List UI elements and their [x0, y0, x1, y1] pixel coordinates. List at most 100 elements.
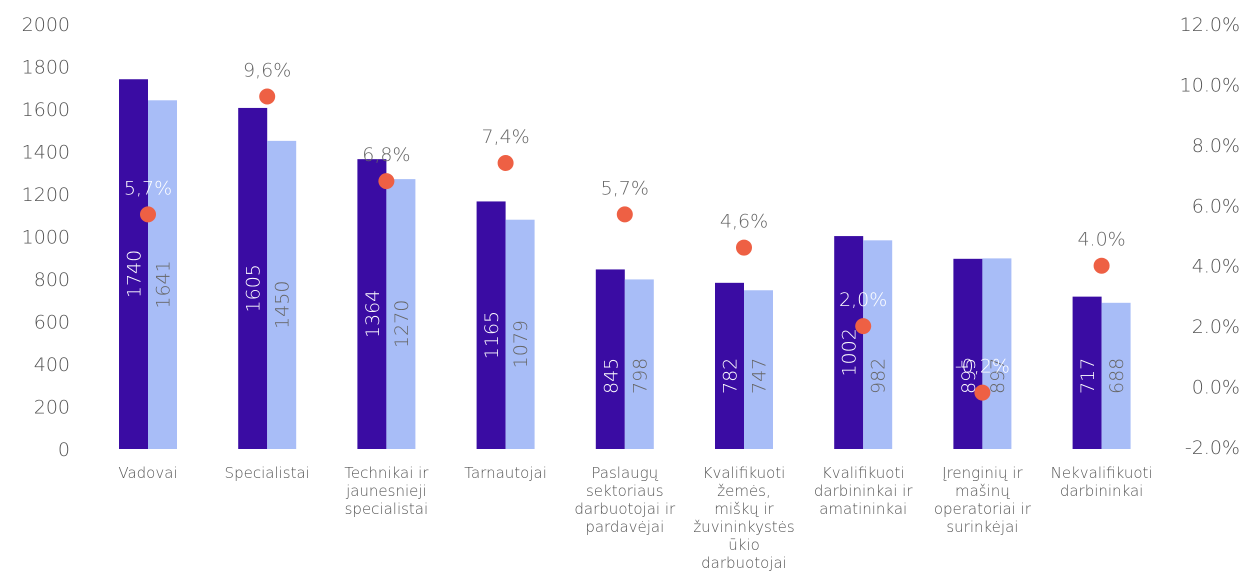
left-tick-label: 0 — [58, 439, 70, 461]
category-label: darbuotojai ir — [574, 500, 676, 518]
bar-value-label: 1270 — [391, 300, 413, 348]
change-dot — [616, 206, 633, 223]
category-label: surinkėjai — [946, 518, 1018, 536]
change-label: 5,7% — [601, 177, 649, 199]
right-axis: -2.0% 0.0% 2.0% 4.0% 6.0% 8.0% 10.0% 12.0% — [1180, 14, 1240, 459]
bar-value-label: 717 — [1077, 358, 1099, 394]
change-dot — [974, 384, 991, 401]
bar-value-label: 1450 — [272, 281, 294, 329]
category-label: Įrenginių ir — [942, 464, 1023, 482]
left-tick-label: 1800 — [22, 57, 70, 79]
right-tick-label: 12.0% — [1180, 14, 1240, 36]
left-tick-label: 200 — [34, 397, 70, 419]
bar — [238, 107, 268, 449]
category-label: pardavėjai — [585, 518, 664, 536]
left-tick-label: 600 — [34, 312, 70, 334]
bar — [386, 179, 416, 449]
change-dot — [140, 206, 156, 223]
bar-value-label: 895 — [958, 358, 980, 394]
change-label: 6,8% — [362, 144, 410, 166]
bar — [476, 201, 506, 449]
category-label: specialistai — [345, 500, 429, 518]
bar — [1101, 302, 1131, 449]
category-label: amatininkai — [819, 500, 907, 518]
right-tick-label: 8.0% — [1192, 135, 1240, 157]
change-label: 7,4% — [481, 126, 529, 148]
change-label: -0,2% — [955, 356, 1010, 378]
category-label: darbuotojai — [701, 554, 787, 572]
category-label: sektoriaus — [586, 482, 664, 500]
right-tick-label: 4.0% — [1192, 256, 1240, 278]
bar — [595, 269, 625, 449]
change-dots — [140, 88, 1110, 401]
bar — [624, 279, 654, 449]
bar-value-label: 747 — [749, 358, 771, 394]
category-label: jaunesnieji — [345, 482, 427, 500]
bar-value-label: 1605 — [243, 264, 265, 312]
category-label: miškų ir — [714, 500, 774, 518]
change-dot — [378, 173, 395, 190]
change-labels: 5,7% 9,6% 6,8% 7,4% 5,7% 4,6% 2,0% -0,2% 4.0% — [124, 60, 1126, 378]
bar — [505, 219, 535, 449]
left-tick-label: 400 — [34, 354, 70, 376]
change-label: 2,0% — [839, 289, 887, 311]
right-tick-label: -2.0% — [1185, 437, 1240, 459]
bar-value-label: 798 — [629, 358, 651, 394]
bar-value-label: 782 — [720, 358, 742, 394]
right-tick-label: 0.0% — [1192, 377, 1240, 399]
left-tick-label: 2000 — [22, 14, 70, 36]
bar — [744, 290, 773, 449]
category-label: žuvininkystės — [693, 518, 794, 536]
bar-value-labels: 1740 1641 1605 1450 1364 1270 1165 1079 845 798 78… — [124, 250, 1129, 394]
category-label: ūkio — [728, 536, 760, 554]
left-axis: 0 200 400 600 800 1000 1200 1400 1600 1800 2000 — [22, 14, 70, 461]
right-tick-label: 6.0% — [1192, 195, 1240, 217]
category-label: mašinų — [955, 482, 1010, 500]
bar-value-label: 1364 — [362, 290, 384, 338]
bars — [119, 79, 1131, 449]
bar — [148, 100, 177, 449]
bar — [715, 282, 744, 449]
right-tick-label: 10.0% — [1180, 74, 1240, 96]
change-dot — [736, 239, 752, 256]
category-label: Paslaugų — [591, 464, 658, 482]
bar — [1072, 296, 1102, 449]
bar — [953, 258, 983, 449]
change-dot — [497, 154, 514, 171]
left-tick-label: 800 — [34, 269, 70, 291]
bar — [982, 258, 1012, 449]
bar-value-label: 982 — [868, 358, 890, 394]
category-label: darbininkai ir — [814, 482, 913, 500]
category-label: operatoriai ir — [934, 500, 1032, 518]
category-label: darbininkai — [1060, 482, 1144, 500]
left-tick-label: 1200 — [22, 184, 70, 206]
change-dot — [259, 88, 276, 105]
bar-value-label: 688 — [1106, 358, 1128, 394]
right-tick-label: 2.0% — [1192, 316, 1240, 338]
change-label: 4.0% — [1077, 229, 1125, 251]
category-labels: Vadovai Specialistai Technikai irjaunesnie… — [118, 464, 1152, 572]
change-dot — [855, 318, 872, 335]
bar — [834, 236, 864, 449]
left-tick-label: 1600 — [22, 99, 70, 121]
bar-value-label: 1079 — [510, 320, 532, 368]
bar-value-label: 1740 — [124, 250, 146, 298]
bar-value-label: 1641 — [153, 260, 175, 308]
change-label: 5,7% — [124, 177, 172, 199]
bar — [119, 79, 148, 449]
category-label: Nekvalifikuoti — [1051, 464, 1153, 482]
category-label: Technikai ir — [344, 464, 429, 482]
bar-value-label: 1165 — [481, 311, 503, 359]
category-label: Tarnautojai — [464, 464, 547, 482]
change-label: 4,6% — [720, 211, 768, 233]
category-label: Vadovai — [118, 464, 177, 482]
bar — [267, 140, 297, 449]
bar — [357, 159, 387, 449]
bar-value-label: 845 — [600, 358, 622, 394]
bar-value-label: 1002 — [839, 328, 861, 376]
left-tick-label: 1000 — [22, 227, 70, 249]
category-label: žemės, — [717, 482, 771, 500]
bar-value-label: 897 — [987, 358, 1009, 394]
bar — [863, 240, 893, 449]
change-label: 9,6% — [243, 60, 291, 82]
